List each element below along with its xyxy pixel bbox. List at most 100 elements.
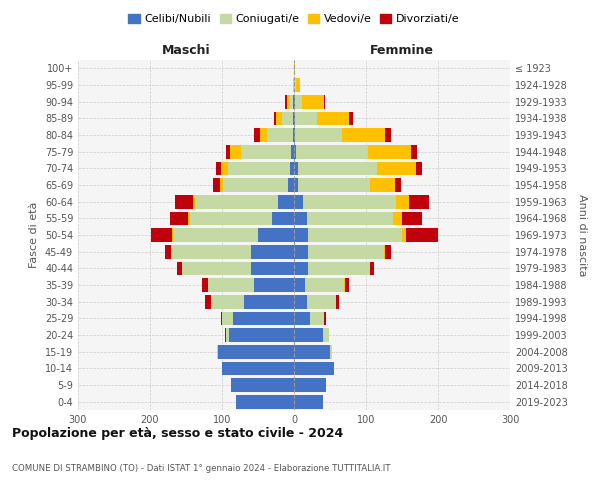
- Bar: [176, 262, 182, 275]
- Bar: [308, 228, 402, 242]
- Bar: [193, 195, 196, 208]
- Bar: [223, 178, 288, 192]
- Bar: [258, 228, 294, 242]
- Bar: [396, 195, 409, 208]
- Bar: [294, 62, 295, 75]
- Bar: [310, 312, 324, 325]
- Bar: [293, 78, 294, 92]
- Bar: [294, 262, 308, 275]
- Bar: [308, 245, 384, 258]
- Bar: [220, 178, 223, 192]
- Bar: [274, 112, 276, 125]
- Bar: [384, 245, 385, 258]
- Bar: [330, 345, 332, 358]
- Bar: [218, 345, 294, 358]
- Bar: [196, 195, 278, 208]
- Bar: [225, 328, 226, 342]
- Bar: [212, 178, 220, 192]
- Bar: [217, 345, 218, 358]
- Bar: [323, 328, 329, 342]
- Bar: [294, 95, 295, 108]
- Bar: [172, 228, 173, 242]
- Bar: [342, 128, 385, 142]
- Bar: [409, 195, 430, 208]
- Bar: [165, 245, 171, 258]
- Bar: [241, 145, 291, 158]
- Bar: [282, 112, 293, 125]
- Bar: [294, 178, 298, 192]
- Bar: [402, 212, 422, 225]
- Bar: [296, 145, 368, 158]
- Bar: [294, 128, 295, 142]
- Bar: [286, 95, 287, 108]
- Bar: [296, 78, 300, 92]
- Bar: [171, 245, 172, 258]
- Bar: [370, 178, 395, 192]
- Text: Femmine: Femmine: [370, 44, 434, 57]
- Bar: [294, 395, 323, 408]
- Bar: [294, 228, 308, 242]
- Bar: [190, 212, 272, 225]
- Bar: [294, 362, 334, 375]
- Bar: [298, 162, 377, 175]
- Bar: [368, 145, 412, 158]
- Bar: [294, 378, 326, 392]
- Bar: [345, 278, 349, 292]
- Bar: [394, 212, 402, 225]
- Bar: [293, 128, 294, 142]
- Bar: [288, 178, 294, 192]
- Bar: [175, 195, 193, 208]
- Bar: [226, 145, 230, 158]
- Bar: [236, 395, 294, 408]
- Bar: [229, 162, 290, 175]
- Bar: [324, 312, 326, 325]
- Bar: [151, 228, 172, 242]
- Bar: [230, 145, 241, 158]
- Bar: [336, 295, 340, 308]
- Bar: [293, 95, 294, 108]
- Text: COMUNE DI STRAMBINO (TO) - Dati ISTAT 1° gennaio 2024 - Elaborazione TUTTITALIA.: COMUNE DI STRAMBINO (TO) - Dati ISTAT 1°…: [12, 464, 391, 473]
- Bar: [208, 278, 254, 292]
- Bar: [291, 145, 294, 158]
- Bar: [278, 195, 294, 208]
- Bar: [205, 295, 211, 308]
- Bar: [170, 212, 188, 225]
- Bar: [344, 278, 345, 292]
- Bar: [402, 228, 406, 242]
- Bar: [287, 95, 290, 108]
- Bar: [308, 262, 370, 275]
- Bar: [385, 245, 391, 258]
- Bar: [298, 178, 370, 192]
- Bar: [290, 95, 293, 108]
- Bar: [268, 128, 293, 142]
- Bar: [221, 162, 229, 175]
- Bar: [260, 128, 268, 142]
- Bar: [251, 245, 294, 258]
- Bar: [294, 312, 310, 325]
- Bar: [294, 145, 296, 158]
- Bar: [272, 212, 294, 225]
- Bar: [307, 295, 336, 308]
- Bar: [294, 212, 307, 225]
- Text: Maschi: Maschi: [161, 44, 211, 57]
- Bar: [295, 128, 342, 142]
- Bar: [226, 328, 229, 342]
- Bar: [349, 112, 353, 125]
- Bar: [294, 345, 330, 358]
- Bar: [233, 312, 294, 325]
- Bar: [244, 295, 294, 308]
- Bar: [294, 112, 295, 125]
- Bar: [173, 228, 258, 242]
- Bar: [294, 278, 305, 292]
- Bar: [395, 178, 401, 192]
- Legend: Celibi/Nubili, Coniugati/e, Vedovi/e, Divorziati/e: Celibi/Nubili, Coniugati/e, Vedovi/e, Di…: [124, 10, 464, 29]
- Bar: [305, 278, 344, 292]
- Bar: [222, 312, 233, 325]
- Bar: [221, 312, 222, 325]
- Bar: [317, 112, 349, 125]
- Bar: [230, 378, 294, 392]
- Bar: [229, 328, 294, 342]
- Bar: [412, 145, 417, 158]
- Bar: [294, 162, 298, 175]
- Text: Popolazione per età, sesso e stato civile - 2024: Popolazione per età, sesso e stato civil…: [12, 428, 343, 440]
